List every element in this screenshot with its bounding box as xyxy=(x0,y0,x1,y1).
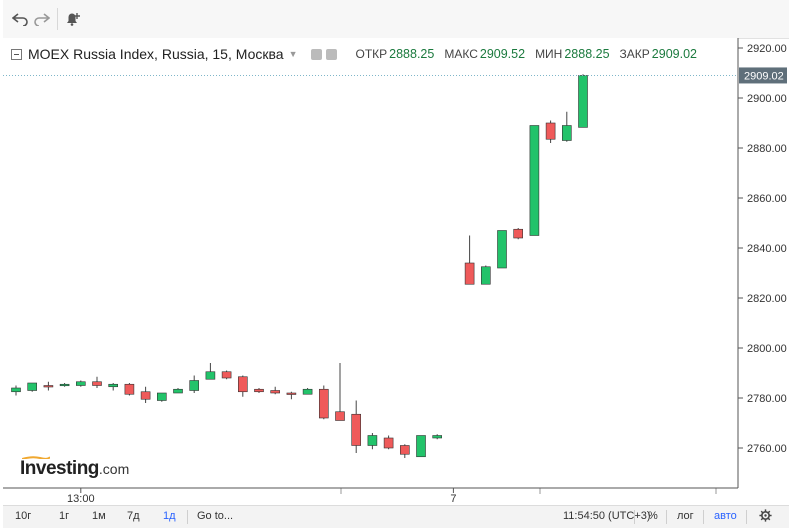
candle-body xyxy=(238,376,248,393)
open-value: 2888.25 xyxy=(389,47,435,61)
candle-body xyxy=(561,125,572,141)
legend-symbol[interactable]: MOEX Russia Index, Russia, 15, Москва xyxy=(28,46,284,62)
settings-icon[interactable] xyxy=(311,48,323,60)
bottom-divider xyxy=(666,510,667,524)
candle-body xyxy=(497,230,507,269)
range-1y[interactable]: 1г xyxy=(59,510,70,522)
price-tick-label: 2780.00 xyxy=(747,393,787,405)
goto-button[interactable]: Go to... xyxy=(197,510,234,522)
open-label: ОТКР xyxy=(355,47,388,61)
candle-body xyxy=(76,381,86,386)
candle-body xyxy=(416,435,426,458)
range-1m[interactable]: 1м xyxy=(92,510,106,522)
plot-background xyxy=(3,38,738,488)
candle-body xyxy=(221,371,232,379)
candle-body xyxy=(399,445,410,455)
candle-body xyxy=(157,392,167,401)
close-icon[interactable] xyxy=(326,48,338,60)
auto-toggle[interactable]: авто xyxy=(714,510,737,522)
candle-body xyxy=(578,75,588,128)
candle-body xyxy=(529,125,540,236)
close-value: 2909.02 xyxy=(651,47,697,61)
bottom-divider xyxy=(703,510,704,524)
alert-bell-plus-icon[interactable] xyxy=(61,8,85,30)
last-price-label-bg xyxy=(739,67,787,84)
percent-toggle[interactable]: % xyxy=(648,510,658,522)
high-label: МАКС xyxy=(444,47,478,61)
candle-body xyxy=(205,371,216,380)
redo-arrow-icon[interactable] xyxy=(31,8,53,30)
toolbar-divider xyxy=(57,8,58,30)
candle-body xyxy=(11,387,21,393)
logo-swoosh-icon xyxy=(22,456,50,459)
candle-body xyxy=(545,122,556,140)
bottom-divider xyxy=(187,510,188,524)
last-price-label: 2909.02 xyxy=(744,70,784,82)
bottom-divider xyxy=(634,510,635,524)
time-tick-label: 13:00 xyxy=(67,493,95,505)
price-chart: 2760.00 2780.00 2800.00 2820.00 2840.00 2860.… xyxy=(3,38,787,505)
candle-body xyxy=(513,228,524,239)
candle-body xyxy=(43,385,54,388)
logo-brand: Investing xyxy=(20,458,99,479)
chart-widget: 2760.00 2780.00 2800.00 2820.00 2840.00 2860.… xyxy=(3,0,789,528)
range-10y[interactable]: 10г xyxy=(15,510,32,522)
candle-body xyxy=(464,262,475,285)
time-tick-label: 7 xyxy=(450,493,456,505)
price-tick-label: 2920.00 xyxy=(747,43,787,55)
candle-body xyxy=(124,383,135,395)
price-tick-label: 2820.00 xyxy=(747,293,787,305)
legend-collapse-icon[interactable] xyxy=(11,48,22,60)
price-tick-label: 2800.00 xyxy=(747,343,787,355)
candle-body xyxy=(254,388,264,393)
bottom-divider xyxy=(746,510,747,524)
candle-body xyxy=(383,437,394,449)
candle-body xyxy=(286,392,297,395)
clock-readout[interactable]: 11:54:50 (UTC+3) xyxy=(563,510,651,522)
candle-body xyxy=(351,413,362,446)
candle-body xyxy=(318,388,329,419)
log-toggle[interactable]: лог xyxy=(677,510,694,522)
price-tick-label: 2760.00 xyxy=(747,443,787,455)
low-value: 2888.25 xyxy=(564,47,610,61)
candle-body xyxy=(140,391,151,400)
chevron-down-icon[interactable]: ▼ xyxy=(288,49,298,59)
candle-body xyxy=(189,380,199,391)
price-tick-label: 2840.00 xyxy=(747,243,787,255)
close-label: ЗАКР xyxy=(619,47,650,61)
chart-area[interactable]: 2760.00 2780.00 2800.00 2820.00 2840.00 2860.… xyxy=(3,38,789,508)
candle-body xyxy=(480,266,491,285)
candle-body xyxy=(59,383,70,387)
price-tick-label: 2880.00 xyxy=(747,143,787,155)
logo-domain: .com xyxy=(98,461,130,477)
candle-body xyxy=(432,435,443,439)
range-7d[interactable]: 7д xyxy=(127,510,140,522)
candle-body xyxy=(302,388,313,395)
candle-body xyxy=(173,388,183,394)
investing-logo: Investing.com xyxy=(20,456,129,480)
candle-body xyxy=(367,435,378,446)
price-tick-label: 2900.00 xyxy=(747,93,787,105)
candle-body xyxy=(92,381,102,386)
high-value: 2909.52 xyxy=(479,47,526,61)
range-1d[interactable]: 1д xyxy=(163,510,176,522)
candle-body xyxy=(335,411,345,421)
candle-body xyxy=(270,390,281,394)
candle-body xyxy=(108,383,118,388)
price-tick-label: 2860.00 xyxy=(747,193,787,205)
top-toolbar xyxy=(3,0,789,39)
undo-arrow-icon[interactable] xyxy=(9,8,31,30)
candle-body xyxy=(27,382,38,391)
gear-icon[interactable] xyxy=(759,509,772,525)
chart-legend: MOEX Russia Index, Russia, 15, Москва ▼ … xyxy=(11,46,697,62)
bottom-toolbar: 10г 1г 1м 7д 1д Go to... 11:54:50 (UTC+3… xyxy=(3,505,789,528)
low-label: МИН xyxy=(535,47,563,61)
